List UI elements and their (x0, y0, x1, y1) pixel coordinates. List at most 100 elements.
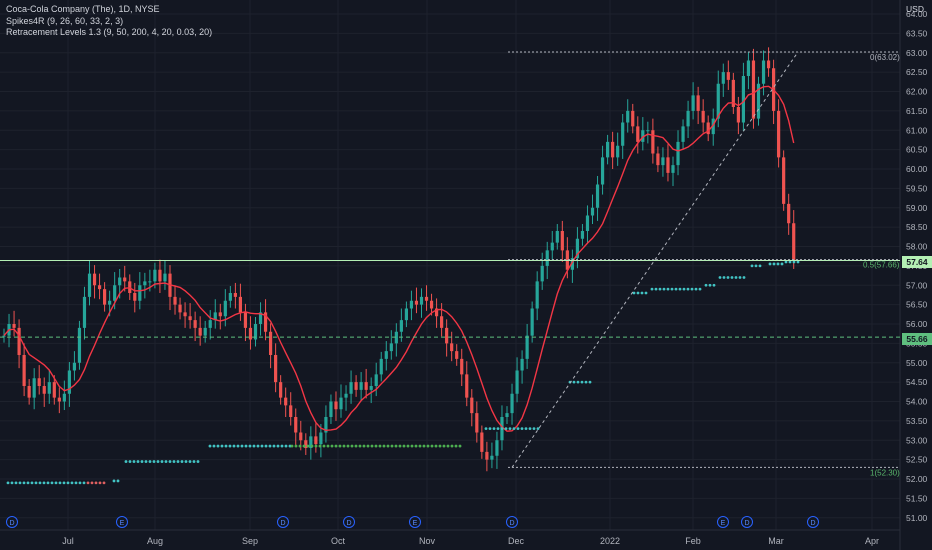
candle-body (203, 327, 207, 336)
candle-body (394, 331, 398, 344)
y-tick-label: 52.50 (906, 455, 928, 465)
spike-dot (128, 460, 132, 463)
spike-dot (730, 276, 734, 279)
y-tick-label: 51.50 (906, 493, 928, 503)
event-marker-label: E (120, 520, 125, 527)
spike-dot (272, 444, 276, 448)
spike-dot (734, 276, 738, 279)
y-tick-label: 62.50 (906, 67, 928, 77)
spike-dot (22, 481, 26, 485)
y-tick-label: 62.00 (906, 87, 928, 97)
spike-dot (314, 444, 318, 448)
spike-dot (124, 460, 128, 463)
candle-body (213, 312, 217, 321)
candle-body (455, 351, 459, 359)
spike-dot (116, 479, 120, 483)
candle-body (82, 296, 87, 328)
spike-dot (708, 283, 712, 287)
spike-dot (62, 481, 66, 485)
spike-dot (342, 444, 346, 448)
candle-body (92, 273, 97, 286)
spike-dot (682, 287, 686, 291)
spike-dot (164, 460, 168, 463)
candle-body (27, 386, 31, 398)
candle-body (113, 285, 117, 301)
spike-dot (228, 444, 232, 448)
spike-dot (666, 287, 670, 291)
candle-body (198, 327, 202, 336)
candle-body (611, 141, 615, 158)
spike-dot (370, 444, 374, 448)
spike-dot (698, 287, 702, 291)
spike-dot (418, 444, 422, 448)
spike-dot (136, 460, 140, 463)
candle-body (309, 436, 313, 448)
spike-dot (654, 287, 658, 291)
candle-body (414, 300, 419, 305)
candle-body (284, 397, 288, 406)
spike-dot (398, 444, 402, 448)
x-tick-label: Aug (147, 536, 163, 546)
spike-dot (188, 460, 192, 463)
spike-dot (784, 260, 788, 264)
event-marker-icon (741, 516, 753, 528)
spike-dot (704, 283, 708, 287)
spike-dot (240, 444, 244, 448)
candle-body (792, 223, 796, 261)
indicator-retracement[interactable]: Retracement Levels 1.3 (9, 50, 200, 4, 2… (6, 27, 213, 37)
candle-body (178, 304, 182, 313)
spike-dot (768, 262, 772, 266)
spike-dot (152, 460, 156, 463)
spike-dot (722, 276, 726, 279)
y-tick-label: 63.00 (906, 48, 928, 58)
candle-body (434, 308, 439, 317)
candle-body (253, 324, 258, 340)
spike-dot (776, 262, 780, 266)
candle-body (143, 281, 147, 286)
candle-body (626, 110, 630, 123)
x-tick-label: 2022 (600, 536, 620, 546)
candle-body (193, 320, 197, 328)
candle-body (404, 308, 408, 321)
spike-dot (46, 481, 50, 485)
spike-dot (662, 287, 666, 291)
spike-dot (156, 460, 160, 463)
candle-body (470, 397, 474, 414)
spike-dot (310, 444, 314, 448)
candle-body (550, 242, 554, 251)
candle-body (676, 141, 680, 166)
spike-dot (504, 427, 508, 431)
spike-dot (66, 481, 70, 485)
candle-body (87, 273, 92, 297)
candle-body (274, 355, 278, 383)
candle-body (651, 130, 655, 154)
spike-dot (450, 444, 454, 448)
indicator-spikes[interactable]: Spikes4R (9, 26, 60, 33, 2, 3) (6, 15, 124, 26)
x-tick-label: Mar (768, 536, 784, 546)
event-marker-icon (116, 516, 128, 528)
spike-dot (248, 444, 252, 448)
candle-body (389, 343, 393, 352)
spike-dot (98, 481, 102, 485)
spike-dot (492, 427, 496, 431)
candle-body (656, 153, 660, 166)
spike-dot (780, 262, 784, 266)
candle-body (163, 273, 167, 282)
candle-body (440, 316, 444, 328)
spike-dot (374, 444, 378, 448)
fib-trend-line (511, 51, 799, 468)
spike-dot (86, 481, 90, 485)
event-marker-icon (409, 516, 421, 528)
spike-dot (58, 481, 62, 485)
candle-body (485, 451, 489, 460)
spike-dot (382, 444, 386, 448)
spike-dot (658, 287, 662, 291)
spike-dot (330, 444, 334, 448)
candle-body (530, 308, 534, 336)
candle-body (294, 417, 298, 433)
candle-body (751, 60, 756, 119)
spike-dot (78, 481, 82, 485)
spike-dot (334, 444, 338, 448)
candle-body (606, 141, 610, 158)
